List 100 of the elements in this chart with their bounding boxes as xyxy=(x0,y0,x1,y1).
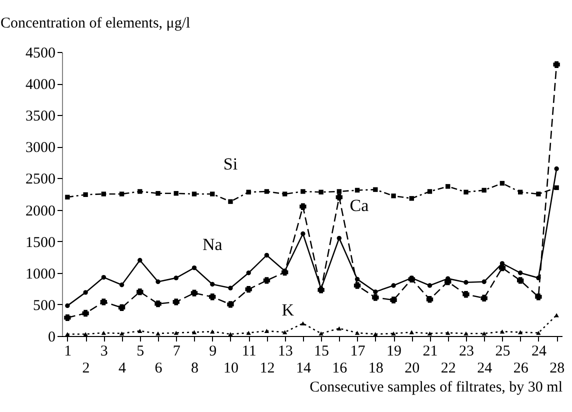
y-tick-label: 500 xyxy=(33,298,56,314)
point xyxy=(228,199,233,204)
point xyxy=(300,231,306,236)
x-tick-label: 24 xyxy=(531,344,547,360)
point xyxy=(264,189,270,194)
y-tick-label: 1500 xyxy=(26,234,56,251)
x-tick-label: 25 xyxy=(495,344,510,360)
x-tick-label: 20 xyxy=(404,360,420,376)
point xyxy=(354,188,360,193)
point xyxy=(462,291,470,298)
x-tick-label: 26 xyxy=(513,360,529,376)
x-tick-label: 12 xyxy=(260,360,275,376)
point xyxy=(65,194,70,200)
point xyxy=(554,166,559,172)
x-tick-label: 14 xyxy=(296,360,312,376)
point xyxy=(282,192,288,196)
point xyxy=(372,294,379,301)
point xyxy=(264,328,270,333)
y-tick-label: 4000 xyxy=(26,77,56,94)
x-tick-label: 3 xyxy=(100,344,108,360)
point xyxy=(464,190,468,194)
y-tick-label: 4500 xyxy=(26,46,56,62)
y-tick-label: 0 xyxy=(48,330,56,346)
point xyxy=(300,189,306,194)
x-tick-label: 2 xyxy=(82,360,90,376)
point xyxy=(318,286,324,294)
point xyxy=(318,190,324,194)
point xyxy=(101,330,106,335)
point xyxy=(446,184,450,189)
point xyxy=(209,294,216,300)
point xyxy=(192,192,197,196)
point xyxy=(246,270,251,276)
point xyxy=(100,298,108,306)
point xyxy=(174,191,178,196)
point xyxy=(83,192,88,197)
point xyxy=(190,290,198,296)
point xyxy=(300,203,306,210)
point xyxy=(246,190,251,194)
point xyxy=(482,279,486,284)
x-tick-label: 24 xyxy=(477,360,493,376)
x-tick-label: 5 xyxy=(136,344,144,360)
x-axis-title: Consecutive samples of filtrates, by 30 ml xyxy=(310,380,562,396)
x-tick-label: 16 xyxy=(332,360,348,376)
point xyxy=(408,276,415,283)
point xyxy=(427,331,432,336)
point xyxy=(174,330,178,335)
x-tick-label: 15 xyxy=(314,344,330,360)
point xyxy=(138,328,142,333)
point xyxy=(118,304,126,311)
x-tick-label: 1 xyxy=(64,344,72,360)
x-tick-label: 22 xyxy=(440,360,456,376)
point xyxy=(263,277,270,284)
point xyxy=(336,194,343,200)
y-tick-label: 1000 xyxy=(26,266,56,282)
x-tick-label: 9 xyxy=(209,344,217,360)
point xyxy=(246,330,251,335)
point xyxy=(101,192,106,196)
point xyxy=(426,296,434,303)
x-tick-label: 18 xyxy=(368,360,384,376)
point xyxy=(553,61,560,68)
point xyxy=(210,330,215,334)
point xyxy=(500,330,505,334)
point xyxy=(101,274,106,280)
point xyxy=(373,332,378,336)
point xyxy=(498,264,506,272)
x-tick-label: 19 xyxy=(386,344,402,360)
annotation: Ca xyxy=(350,196,370,216)
x-tick-label: 10 xyxy=(223,360,238,376)
y-tick-label: 2000 xyxy=(26,203,56,220)
annotation: Na xyxy=(202,235,223,254)
point xyxy=(500,180,505,186)
point xyxy=(210,282,215,287)
x-tick-label: 8 xyxy=(190,360,198,376)
point xyxy=(427,189,432,194)
point xyxy=(83,290,88,295)
point xyxy=(227,301,234,308)
point xyxy=(156,279,160,284)
point xyxy=(390,296,397,304)
point xyxy=(480,294,488,302)
point xyxy=(136,288,144,296)
point xyxy=(518,190,523,194)
point xyxy=(119,282,124,288)
y-tick-label: 3500 xyxy=(26,108,56,125)
point xyxy=(172,298,180,306)
point xyxy=(554,185,559,190)
y-tick-label: 2500 xyxy=(26,172,56,188)
point xyxy=(336,236,342,241)
point xyxy=(535,294,542,300)
point xyxy=(482,331,486,336)
x-tick-label: 17 xyxy=(350,344,366,360)
point xyxy=(245,286,252,293)
x-tick-label: 7 xyxy=(172,344,181,360)
x-tick-label: 23 xyxy=(458,344,474,360)
point xyxy=(83,332,88,336)
point xyxy=(536,192,541,196)
point xyxy=(156,191,160,196)
point xyxy=(318,331,324,336)
point xyxy=(119,192,124,196)
point xyxy=(138,189,142,194)
x-tick-label: 21 xyxy=(422,344,438,360)
